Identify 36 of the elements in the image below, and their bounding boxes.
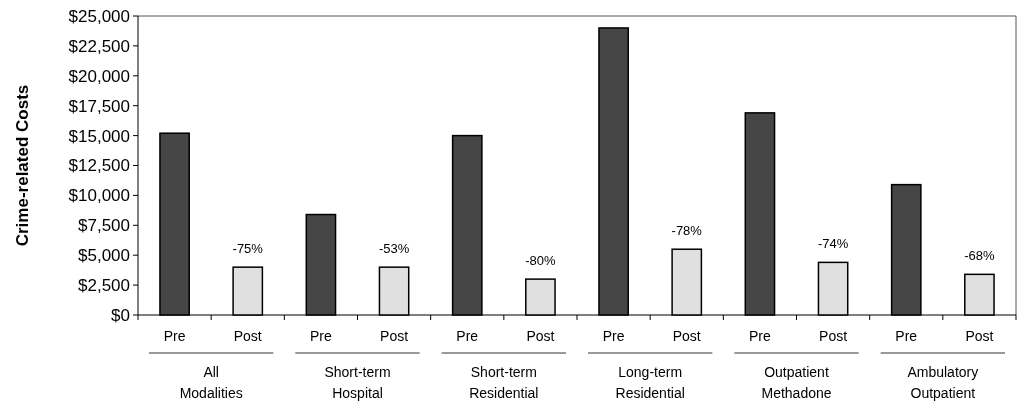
y-tick-label: $5,000 (78, 246, 130, 266)
text: Long-term Residential (615, 364, 685, 401)
y-tick-label: $12,500 (68, 156, 130, 176)
annotation: -78% (671, 223, 703, 239)
y-tick-label: $10,000 (68, 186, 130, 206)
x-tick-label: Pre (310, 328, 333, 344)
x-tick-label: Pre (602, 328, 625, 344)
x-tick-label: Pre (895, 328, 918, 344)
x-tick-label: Post (233, 328, 262, 344)
y-tick-label: $7,500 (78, 216, 130, 236)
y-tick-label: $2,500 (78, 276, 130, 296)
annotation: -53% (378, 241, 410, 257)
x-tick-label: Post (526, 328, 555, 344)
y-tick-label: $20,000 (68, 66, 130, 86)
x-tick-label: Pre (749, 328, 772, 344)
text: Short-term Residential (469, 364, 539, 401)
annotation: -74% (817, 236, 849, 252)
x-tick-label: Post (672, 328, 701, 344)
annotation: -75% (232, 241, 264, 257)
y-tick-label: $15,000 (68, 126, 130, 146)
x-tick-label: Post (965, 328, 994, 344)
y-tick-label: $17,500 (68, 96, 130, 116)
text: Outpatient Methadone (761, 364, 832, 401)
annotation: -68% (964, 248, 996, 264)
y-tick-label: $22,500 (68, 36, 130, 56)
x-tick-label: Pre (163, 328, 186, 344)
y-tick-label: $25,000 (68, 6, 130, 26)
text: Short-term Hospital (324, 364, 391, 401)
x-tick-label: Pre (456, 328, 479, 344)
text: All Modalities (179, 364, 243, 401)
x-tick-label: Post (380, 328, 409, 344)
y-tick-label: $0 (111, 305, 130, 325)
y-axis-title: Crime-related Costs (12, 84, 32, 247)
x-tick-label: Post (819, 328, 848, 344)
annotation: -80% (525, 253, 557, 269)
text: Ambulatory Outpatient (907, 364, 979, 401)
